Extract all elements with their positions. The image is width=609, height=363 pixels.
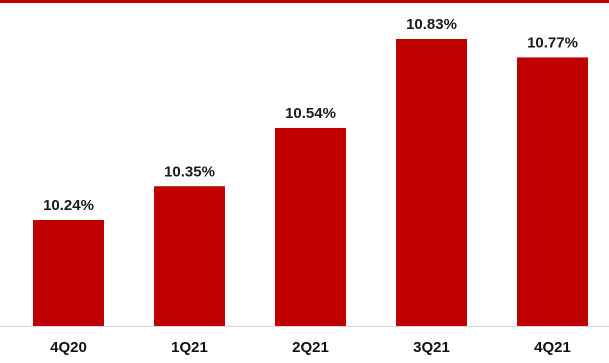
top-rule (0, 0, 609, 3)
bars (33, 39, 588, 327)
bar-4q21 (517, 57, 588, 327)
bar-1q21 (154, 186, 225, 326)
bar-4q20 (33, 220, 104, 326)
x-tick-label-4q21: 4Q21 (534, 339, 571, 356)
bar-2q21 (275, 127, 346, 327)
x-tick-labels: 4Q20 1Q21 2Q21 3Q21 4Q21 (50, 339, 571, 356)
x-tick-label-4q20: 4Q20 (50, 339, 87, 356)
value-label-4q21: 10.77% (527, 34, 578, 51)
plot-area: 10.24% 10.35% 10.54% 10.83% 10.77% 4Q20 1Q21 2… (0, 16, 609, 356)
x-tick-label-3q21: 3Q21 (413, 339, 450, 356)
value-label-2q21: 10.54% (285, 105, 336, 122)
bar-3q21 (396, 39, 467, 326)
x-tick-label-2q21: 2Q21 (292, 339, 329, 356)
value-label-3q21: 10.83% (406, 16, 457, 33)
value-labels: 10.24% 10.35% 10.54% 10.83% 10.77% (43, 16, 578, 214)
value-label-1q21: 10.35% (164, 163, 215, 180)
value-label-4q20: 10.24% (43, 197, 94, 214)
x-tick-label-1q21: 1Q21 (171, 339, 208, 356)
